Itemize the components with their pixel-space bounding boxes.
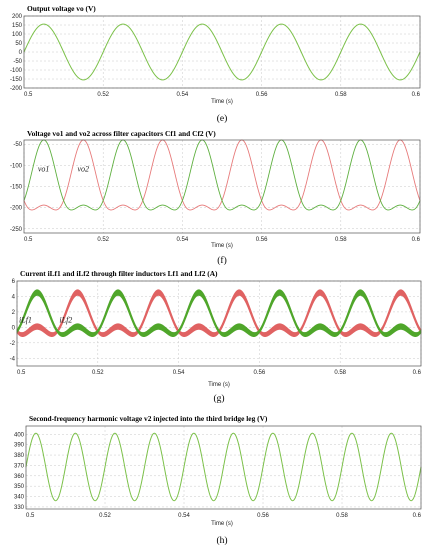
panel-h-series-1-line bbox=[25, 432, 422, 502]
panel-g-xtick-label: 0.52 bbox=[92, 370, 104, 376]
panel-f-xtick-label: 0.58 bbox=[335, 237, 347, 243]
panel-g-xtick-label: 0.6 bbox=[413, 370, 422, 376]
panel-e-ytick-label: -200 bbox=[10, 86, 23, 92]
panel-h-frame bbox=[25, 425, 422, 510]
panel-h-xtick-label: 0.56 bbox=[257, 513, 269, 519]
panel-g-ytick-label: 4 bbox=[12, 294, 16, 300]
panel-h-caption: (h) bbox=[216, 535, 227, 546]
panel-h-ytick-label: 380 bbox=[14, 453, 25, 459]
panel-e-ytick-label: 50 bbox=[15, 41, 22, 47]
panel-e-xtick-label: 0.5 bbox=[24, 92, 33, 98]
panel-f-xtick-label: 0.52 bbox=[97, 237, 109, 243]
panel-e-xlabel: Time (s) bbox=[211, 99, 233, 105]
panel-h-ytick-label: 400 bbox=[14, 432, 25, 438]
panel-f-xtick-label: 0.6 bbox=[412, 237, 421, 243]
panel-f-ytick-label: -200 bbox=[10, 206, 23, 212]
panel-g-xtick-label: 0.56 bbox=[254, 370, 266, 376]
panel-h-xlabel: Time (s) bbox=[211, 521, 233, 527]
panel-f-xlabel: Time (s) bbox=[211, 243, 233, 249]
panel-h: Second-frequency harmonic voltage v2 inj… bbox=[14, 414, 422, 546]
panel-e-ytick-label: 100 bbox=[12, 32, 23, 38]
panel-h-ytick-label: 330 bbox=[14, 505, 25, 511]
panel-f: Voltage vo1 and vo2 across filter capaci… bbox=[10, 129, 421, 266]
panel-f-xtick-label: 0.5 bbox=[24, 237, 33, 243]
panel-e-title: Output voltage vo (V) bbox=[27, 4, 96, 13]
panel-g-ytick-label: 2 bbox=[12, 310, 16, 316]
panel-h-ytick-label: 350 bbox=[14, 484, 25, 490]
panel-e-caption: (e) bbox=[217, 113, 228, 124]
panel-h-ytick-label: 370 bbox=[14, 463, 25, 469]
panel-g-xlabel: Time (s) bbox=[208, 382, 230, 388]
panel-g-annotation-2: iLf2 bbox=[59, 316, 72, 325]
panel-g-xtick-label: 0.5 bbox=[17, 370, 26, 376]
panel-h-xtick-label: 0.52 bbox=[99, 513, 111, 519]
panel-e-ytick-label: -50 bbox=[13, 59, 22, 65]
panel-e-xtick-label: 0.52 bbox=[97, 92, 109, 98]
panel-h-ytick-label: 340 bbox=[14, 495, 25, 501]
panel-f-annotation-2: vo2 bbox=[77, 165, 89, 174]
panel-g: Current iLf1 and iLf2 through filter ind… bbox=[10, 269, 422, 404]
panel-h-ytick-label: 390 bbox=[14, 443, 25, 449]
panel-h-xtick-label: 0.54 bbox=[178, 513, 190, 519]
panel-e-frame bbox=[23, 15, 421, 89]
panel-e-ytick-label: 0 bbox=[19, 50, 23, 56]
panel-e-xtick-label: 0.54 bbox=[177, 92, 189, 98]
panel-e-xtick-label: 0.56 bbox=[256, 92, 268, 98]
panel-e-series-1-line bbox=[23, 23, 421, 81]
panel-f-ytick-label: -50 bbox=[13, 142, 22, 148]
panel-e-ytick-label: 200 bbox=[12, 14, 23, 20]
panel-e: Output voltage vo (V) 200 150 100 50 0 -50 -10… bbox=[10, 4, 421, 124]
panel-f-annotation-1: vo1 bbox=[38, 165, 50, 174]
panel-g-ytick-label: 6 bbox=[12, 279, 16, 285]
panel-h-xtick-label: 0.5 bbox=[26, 513, 35, 519]
panel-e-ytick-label: 150 bbox=[12, 23, 23, 29]
panel-f-title: Voltage vo1 and vo2 across filter capaci… bbox=[27, 129, 216, 138]
panel-g-caption: (g) bbox=[213, 393, 224, 404]
panel-g-frame bbox=[16, 280, 422, 367]
panel-g-annotation-1: iLf1 bbox=[19, 316, 32, 325]
panel-g-xtick-label: 0.54 bbox=[173, 370, 185, 376]
panel-f-frame bbox=[23, 139, 421, 234]
panel-e-ytick-label: -100 bbox=[10, 68, 23, 74]
panel-h-xtick-label: 0.6 bbox=[413, 513, 422, 519]
panel-f-xtick-label: 0.54 bbox=[177, 237, 189, 243]
panel-g-ytick-label: 0 bbox=[12, 325, 16, 331]
panel-g-title: Current iLf1 and iLf2 through filter ind… bbox=[20, 269, 218, 278]
panel-f-xtick-label: 0.56 bbox=[256, 237, 268, 243]
panel-f-caption: (f) bbox=[217, 255, 227, 266]
panel-h-ytick-label: 360 bbox=[14, 474, 25, 480]
panel-g-ytick-label: -4 bbox=[10, 356, 16, 362]
panel-f-ytick-label: -100 bbox=[10, 163, 23, 169]
panel-h-title: Second-frequency harmonic voltage v2 inj… bbox=[29, 414, 268, 423]
panel-e-xtick-label: 0.58 bbox=[335, 92, 347, 98]
panel-h-xtick-label: 0.58 bbox=[336, 513, 348, 519]
panel-e-ytick-label: -150 bbox=[10, 77, 23, 83]
panel-f-ytick-label: -150 bbox=[10, 185, 23, 191]
panel-e-xtick-label: 0.6 bbox=[412, 92, 421, 98]
panel-f-ytick-label: -250 bbox=[10, 227, 23, 233]
panel-g-xtick-label: 0.58 bbox=[334, 370, 346, 376]
panel-g-ytick-label: -2 bbox=[10, 341, 16, 347]
panel-f-series-2-line bbox=[23, 139, 421, 211]
